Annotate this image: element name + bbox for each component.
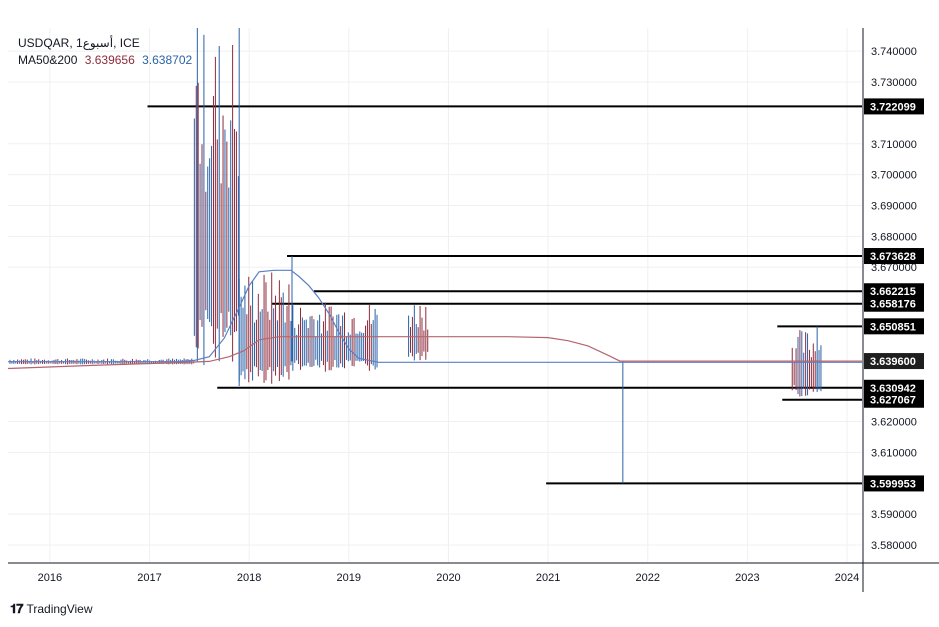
time-axis[interactable]: 2016 2017 2018 2019 2020 2021 2022 2023 2024 — [38, 572, 860, 584]
level-tag — [864, 475, 924, 492]
level-tag — [864, 318, 924, 335]
level-tag — [864, 98, 924, 115]
symbol-title: USDQAR, 1أسبوع, ICE — [18, 36, 140, 50]
y-tick-label: 3.730000 — [871, 77, 917, 89]
ma-line-ma200 — [7, 336, 862, 370]
moving-averages — [7, 269, 862, 370]
x-tick-label: 2019 — [337, 572, 361, 584]
level-tag-label: 3.599953 — [870, 478, 916, 490]
ma200-value: 3.638702 — [142, 53, 193, 67]
x-tick-label: 2020 — [436, 572, 460, 584]
current-price-tag — [864, 353, 924, 370]
level-tag-label: 3.627067 — [870, 395, 916, 407]
x-tick-label: 2016 — [38, 572, 62, 584]
level-tag — [864, 295, 924, 312]
tradingview-brand[interactable]: 𝟏𝟕 TradingView — [10, 601, 93, 617]
chart-legend: USDQAR, 1أسبوع, ICE MA50&200 3.639656 3.… — [18, 35, 192, 69]
y-tick-label: 3.700000 — [871, 170, 917, 182]
y-tick-label: 3.590000 — [871, 509, 917, 521]
ma-label: MA50&200 — [18, 53, 78, 67]
grid-lines — [8, 28, 862, 562]
y-tick-label: 3.740000 — [871, 46, 917, 58]
y-tick-label: 3.610000 — [871, 447, 917, 459]
level-tag — [864, 283, 924, 300]
ma-line-ma50 — [8, 269, 862, 363]
price-bars — [9, 28, 822, 484]
y-tick-label: 3.680000 — [871, 231, 917, 243]
x-tick-label: 2018 — [237, 572, 261, 584]
y-tick-label: 3.620000 — [871, 417, 917, 429]
x-tick-label: 2021 — [536, 572, 560, 584]
y-tick-label: 3.670000 — [871, 262, 917, 274]
x-tick-label: 2022 — [636, 572, 660, 584]
brand-name: TradingView — [26, 602, 93, 616]
level-tag-label: 3.673628 — [870, 251, 916, 263]
y-tick-label: 3.690000 — [871, 200, 917, 212]
y-tick-label: 3.580000 — [871, 540, 917, 552]
level-tag — [864, 391, 924, 408]
x-tick-label: 2017 — [137, 572, 161, 584]
level-tag — [864, 248, 924, 265]
price-axis[interactable]: 3.740000 3.730000 3.710000 3.700000 3.690000… — [871, 46, 917, 552]
horizontal-levels — [147, 105, 862, 485]
x-tick-label: 2024 — [835, 572, 859, 584]
level-tag-label: 3.662215 — [870, 286, 916, 298]
current-price-label: 3.639600 — [870, 356, 916, 368]
level-tag-label: 3.658176 — [870, 299, 916, 311]
ma-row[interactable]: MA50&200 3.639656 3.638702 — [18, 52, 192, 69]
y-tick-label: 3.710000 — [871, 139, 917, 151]
level-tag-label: 3.650851 — [870, 321, 916, 333]
ma50-value: 3.639656 — [84, 53, 135, 67]
symbol-row[interactable]: USDQAR, 1أسبوع, ICE — [18, 35, 192, 52]
level-tag-label: 3.722099 — [870, 101, 916, 113]
tradingview-logo-icon: 𝟏𝟕 — [10, 601, 24, 616]
x-tick-label: 2023 — [735, 572, 759, 584]
